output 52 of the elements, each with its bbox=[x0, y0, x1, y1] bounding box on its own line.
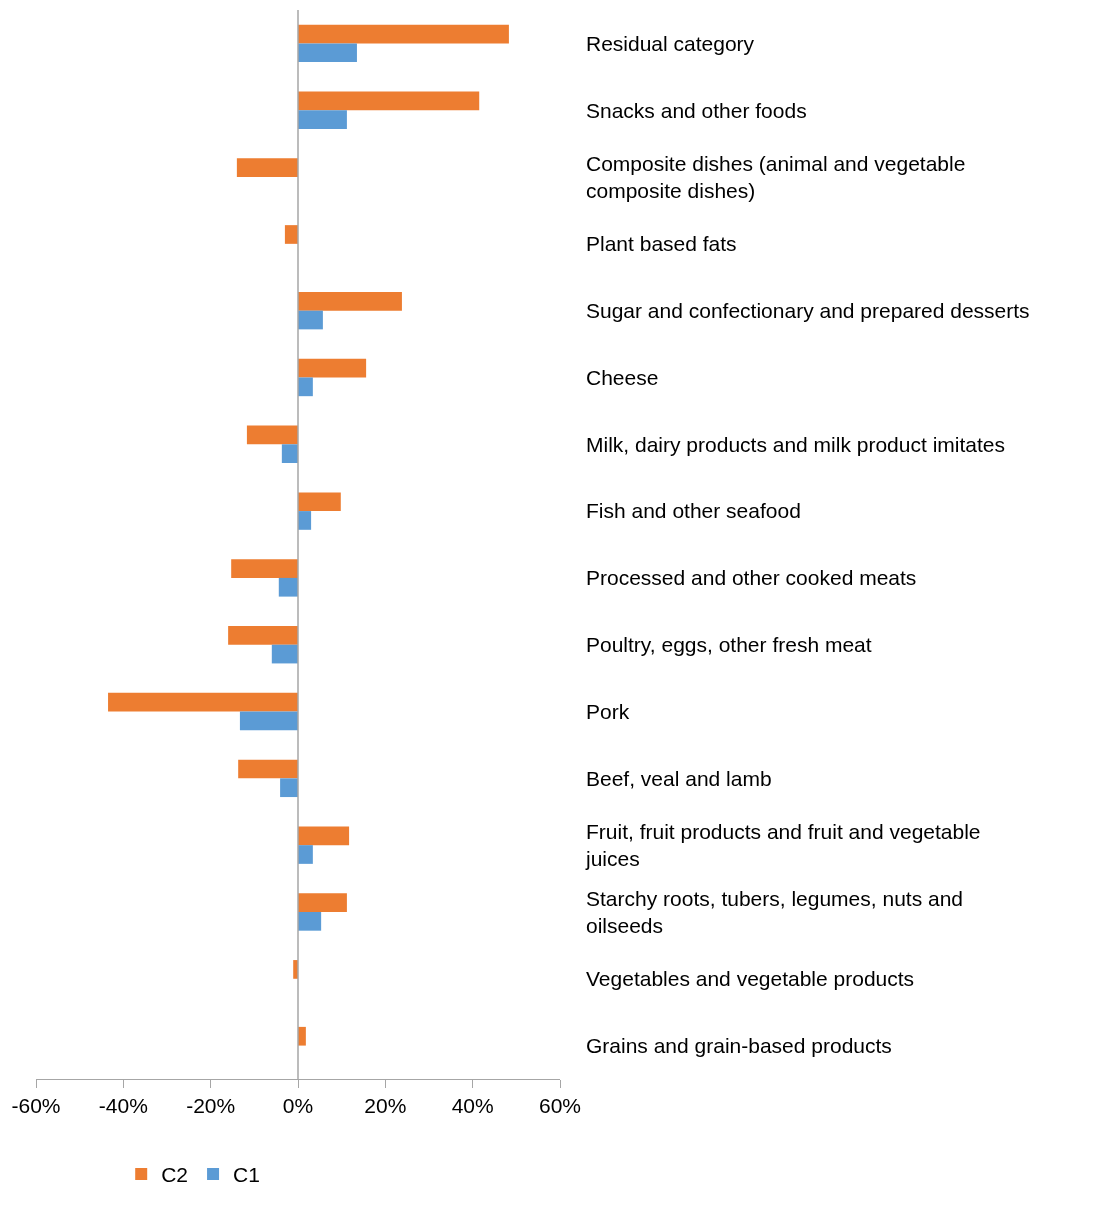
y-tick-label: Composite dishes (animal and vegetable composite dishes) bbox=[586, 151, 966, 203]
x-tick-label: 0% bbox=[282, 1094, 314, 1118]
bar bbox=[281, 444, 298, 463]
y-tick-label: Processed and other cooked meats bbox=[586, 566, 917, 590]
bar bbox=[231, 559, 298, 578]
legend-label: C2 bbox=[161, 1163, 189, 1187]
y-tick-label: Cheese bbox=[586, 365, 659, 389]
x-tick-label: 20% bbox=[364, 1094, 407, 1118]
bar bbox=[298, 91, 480, 111]
x-tick-label: 40% bbox=[451, 1094, 494, 1118]
x-tick-label: -20% bbox=[186, 1094, 236, 1118]
bar bbox=[298, 310, 323, 330]
y-tick-label: Fruit, fruit products and fruit and vegetable juices bbox=[585, 819, 981, 871]
y-tick-label: Sugar and confectionary and prepared desserts bbox=[586, 299, 1030, 323]
bar bbox=[236, 158, 298, 178]
x-tick-label: 60% bbox=[538, 1094, 582, 1118]
x-tick-label: -60% bbox=[11, 1094, 61, 1118]
y-tick-label: Beef, veal and lamb bbox=[586, 766, 772, 790]
bar bbox=[298, 43, 357, 63]
bar bbox=[298, 845, 313, 864]
bar bbox=[239, 711, 298, 731]
bar bbox=[298, 911, 322, 931]
y-tick-label: Fish and other seafood bbox=[586, 499, 801, 523]
bar bbox=[278, 577, 298, 597]
bar bbox=[280, 778, 298, 798]
y-tick-label: Starchy roots, tubers, legumes, nuts and oilseeds bbox=[586, 886, 964, 937]
y-tick-label: Vegetables and vegetable products bbox=[586, 967, 915, 991]
bar bbox=[298, 291, 402, 311]
bar bbox=[284, 225, 298, 244]
bar bbox=[298, 110, 347, 129]
y-tick-label: Milk, dairy products and milk product imitates bbox=[586, 432, 1005, 456]
bar bbox=[298, 492, 341, 512]
bar bbox=[298, 24, 509, 44]
bar bbox=[271, 644, 298, 664]
bar bbox=[298, 377, 313, 397]
y-tick-label: Residual category bbox=[586, 31, 755, 55]
y-tick-label: Poultry, eggs, other fresh meat bbox=[586, 633, 872, 657]
y-tick-label: Snacks and other foods bbox=[586, 98, 807, 122]
bar bbox=[298, 1026, 306, 1046]
y-tick-label: Grains and grain-based products bbox=[586, 1033, 892, 1057]
bar bbox=[298, 826, 350, 846]
bar bbox=[238, 759, 298, 779]
bar bbox=[228, 626, 298, 645]
bar bbox=[298, 893, 347, 912]
bar bbox=[298, 511, 312, 530]
bar bbox=[246, 425, 298, 445]
bar bbox=[108, 692, 298, 712]
bar bbox=[298, 358, 367, 378]
y-tick-label: Plant based fats bbox=[586, 232, 737, 256]
y-tick-label: Pork bbox=[586, 699, 630, 723]
x-tick-label: -40% bbox=[98, 1094, 148, 1118]
legend-label: C1 bbox=[233, 1163, 260, 1187]
